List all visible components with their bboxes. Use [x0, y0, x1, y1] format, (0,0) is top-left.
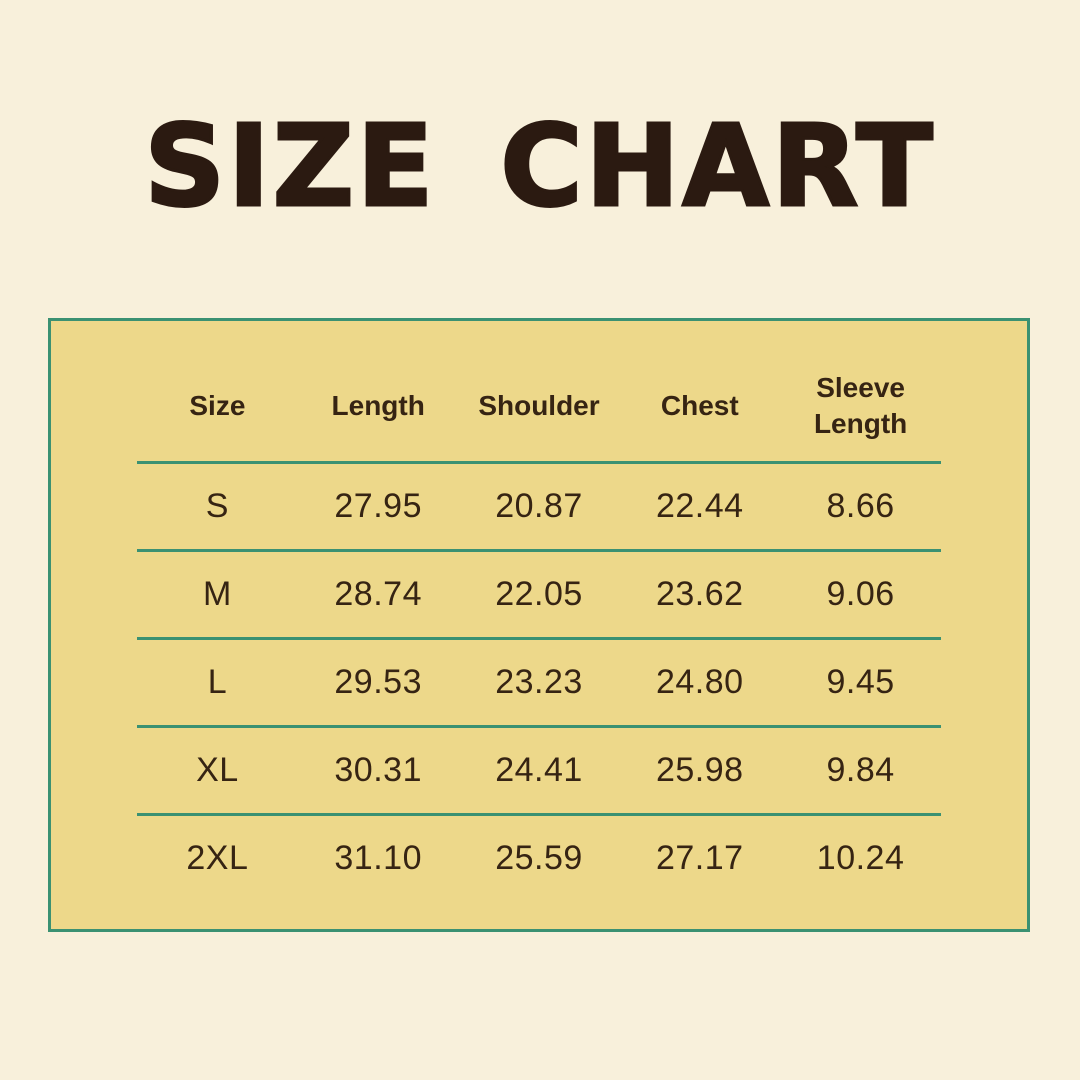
- size-chart-panel: Size Length Shoulder Chest Sleeve Length S 27…: [48, 318, 1030, 932]
- measurement-cell: 24.80: [619, 638, 781, 728]
- measurement-cell: 22.44: [619, 462, 781, 552]
- size-cell: XL: [137, 726, 298, 816]
- column-header-sleeve-length: Sleeve Length: [780, 321, 941, 464]
- table-head: Size Length Shoulder Chest Sleeve Length: [137, 321, 941, 464]
- size-cell: M: [137, 550, 298, 640]
- table-body: S 27.95 20.87 22.44 8.66 M 28.74 22.05 23.62 9.06…: [137, 462, 941, 902]
- measurement-cell: 29.53: [297, 638, 459, 728]
- measurement-cell: 9.84: [780, 726, 941, 816]
- column-header-size: Size: [137, 321, 298, 464]
- column-header-length: Length: [297, 321, 459, 464]
- measurement-cell: 9.06: [780, 550, 941, 640]
- measurement-cell: 24.41: [458, 726, 620, 816]
- measurement-cell: 27.17: [655, 839, 744, 877]
- measurement-cell: 22.05: [458, 550, 620, 640]
- measurement-cell: 20.87: [458, 462, 620, 552]
- measurement-cell: 9.45: [780, 638, 941, 728]
- measurement-cell: 8.66: [780, 462, 941, 552]
- measurement-cell: 27.95: [297, 462, 459, 552]
- page-title: SIZE CHART: [143, 101, 936, 234]
- measurement-cell: 25.98: [619, 726, 781, 816]
- measurement-cell: 31.10: [334, 839, 422, 877]
- measurement-cell: 10.24: [816, 839, 905, 877]
- column-header-chest: Chest: [619, 321, 781, 464]
- measurement-cell: 25.59: [495, 839, 583, 877]
- size-chart-table: Size Length Shoulder Chest Sleeve Length S 27…: [137, 321, 941, 901]
- table-header-row: Size Length Shoulder Chest Sleeve Length: [137, 321, 941, 464]
- size-cell: S: [137, 462, 298, 552]
- table-row: S 27.95 20.87 22.44 8.66: [137, 462, 941, 552]
- measurement-cell: 23.62: [619, 550, 781, 640]
- size-cell: 2XL: [186, 839, 249, 877]
- measurement-cell: 30.31: [297, 726, 459, 816]
- table-row: XL 30.31 24.41 25.98 9.84: [137, 726, 941, 816]
- table-row: 2XL 31.10 25.59 27.17 10.24: [137, 815, 941, 902]
- measurement-cell: 23.23: [458, 638, 620, 728]
- size-cell: L: [137, 638, 298, 728]
- table-row: L 29.53 23.23 24.80 9.45: [137, 638, 941, 728]
- measurement-cell: 28.74: [297, 550, 459, 640]
- table-row: M 28.74 22.05 23.62 9.06: [137, 550, 941, 640]
- column-header-shoulder: Shoulder: [458, 321, 620, 464]
